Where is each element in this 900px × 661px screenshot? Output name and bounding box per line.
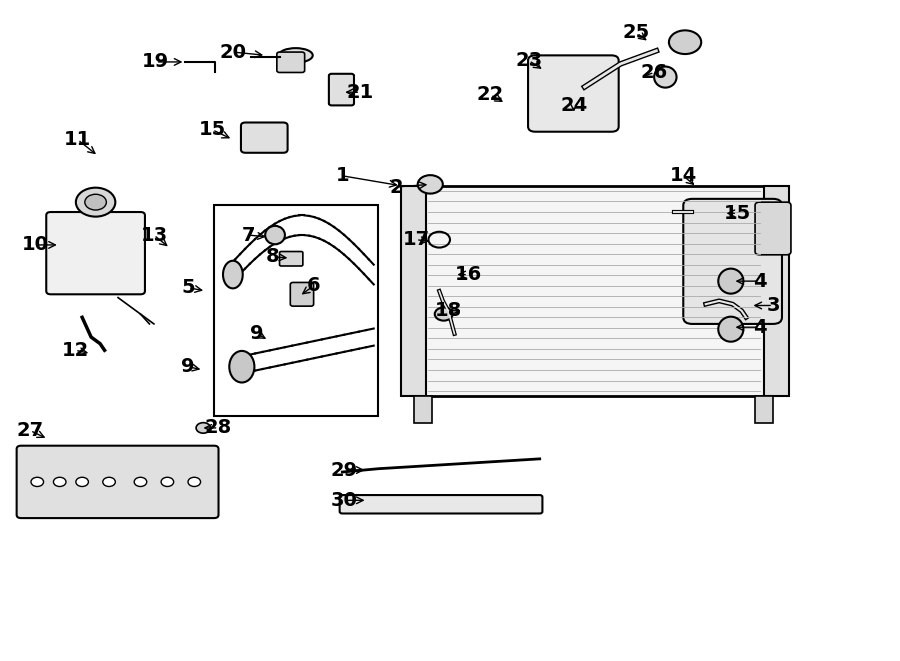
Bar [400,186,426,397]
Text: 12: 12 [61,341,88,360]
Ellipse shape [279,48,312,63]
Circle shape [53,477,66,486]
Bar [423,186,764,397]
Text: 11: 11 [64,130,91,149]
Text: 15: 15 [199,120,226,139]
FancyBboxPatch shape [755,202,791,254]
Text: 9: 9 [181,357,194,376]
Ellipse shape [223,260,243,288]
Ellipse shape [718,317,743,342]
Bar [755,397,773,422]
Circle shape [31,477,43,486]
Circle shape [134,477,147,486]
Ellipse shape [718,268,743,293]
Ellipse shape [266,226,285,245]
Circle shape [188,477,201,486]
Circle shape [76,477,88,486]
Text: 8: 8 [266,247,279,266]
Text: 7: 7 [241,225,255,245]
Circle shape [669,30,701,54]
Bar [414,397,432,422]
Text: 23: 23 [516,51,543,70]
Text: 14: 14 [670,167,697,185]
Text: 19: 19 [142,52,169,71]
Bar [214,206,378,416]
FancyBboxPatch shape [328,74,354,105]
Text: 29: 29 [330,461,357,479]
Circle shape [161,477,174,486]
Text: 27: 27 [16,421,44,440]
Ellipse shape [230,351,255,383]
Bar [764,186,789,397]
Circle shape [76,188,115,217]
Text: 6: 6 [307,276,320,295]
Text: 4: 4 [752,318,767,336]
Text: 26: 26 [641,63,668,82]
Text: 25: 25 [623,24,650,42]
FancyBboxPatch shape [16,446,219,518]
Text: 22: 22 [477,85,504,104]
Text: 28: 28 [205,418,232,438]
Text: 17: 17 [402,230,429,249]
Circle shape [418,175,443,194]
FancyBboxPatch shape [339,495,543,514]
Text: 9: 9 [250,325,264,343]
FancyBboxPatch shape [291,282,313,306]
FancyBboxPatch shape [280,252,303,266]
Text: 13: 13 [140,225,167,245]
Circle shape [435,307,453,321]
Text: 3: 3 [766,296,779,315]
Text: 4: 4 [752,272,767,291]
Text: 30: 30 [330,491,357,510]
Text: 24: 24 [560,96,588,115]
Circle shape [85,194,106,210]
Text: 10: 10 [22,235,49,254]
FancyBboxPatch shape [277,52,304,73]
Circle shape [196,422,211,433]
Text: 21: 21 [346,83,374,102]
Text: 1: 1 [336,167,349,185]
Text: 15: 15 [724,204,751,223]
FancyBboxPatch shape [46,212,145,294]
FancyBboxPatch shape [241,122,288,153]
Text: 2: 2 [390,178,403,196]
FancyBboxPatch shape [528,56,618,132]
FancyBboxPatch shape [683,199,782,324]
Text: 16: 16 [454,265,482,284]
Text: 18: 18 [435,301,462,320]
Text: 5: 5 [181,278,194,297]
Text: 20: 20 [220,42,247,61]
Ellipse shape [654,67,677,88]
Circle shape [103,477,115,486]
